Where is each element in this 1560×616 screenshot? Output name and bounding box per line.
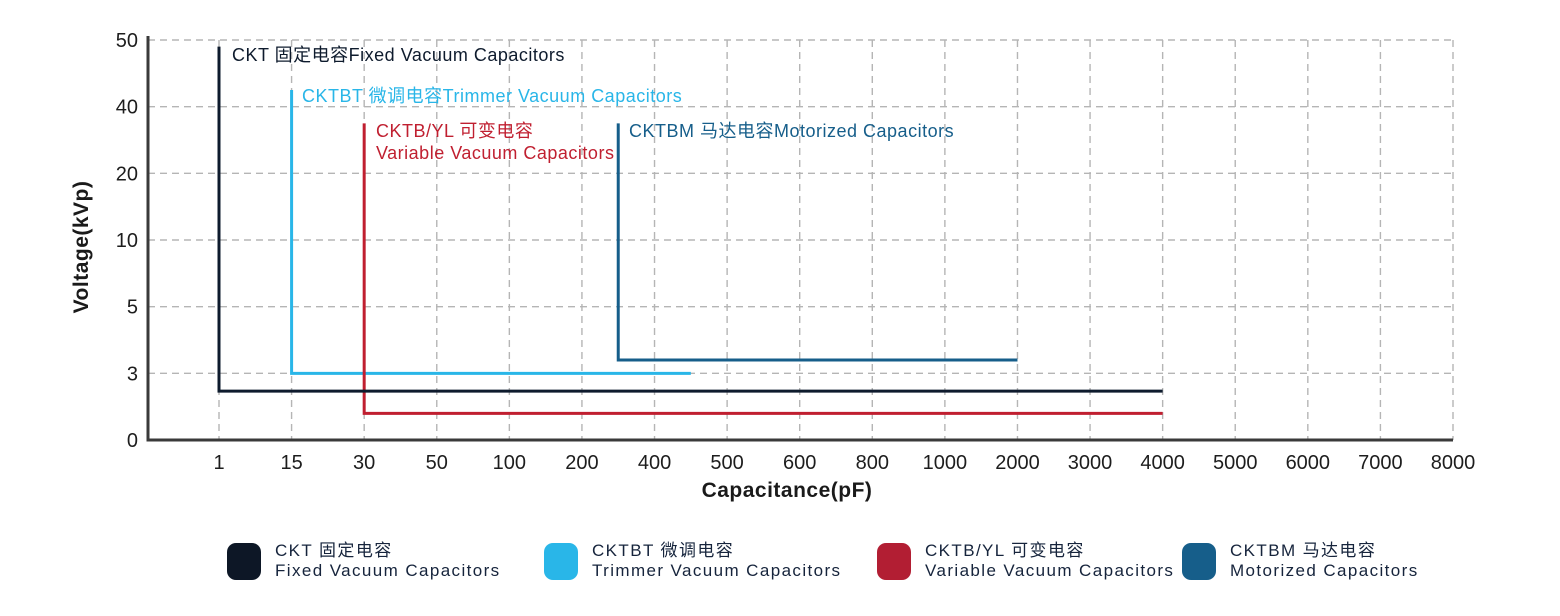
legend-swatch-cktbm: [1182, 543, 1216, 580]
x-tick-label-600: 600: [783, 452, 816, 474]
legend-label-cktbm: CKTBM 马达电容 Motorized Capacitors: [1230, 541, 1419, 581]
annotation-CKTB-YL-line-1: CKTB/YL 可变电容: [376, 121, 533, 141]
legend-label-cktbt: CKTBT 微调电容 Trimmer Vacuum Capacitors: [592, 541, 841, 581]
x-tick-label-200: 200: [565, 452, 598, 474]
y-tick-label-5: 5: [127, 297, 138, 319]
legend: CKT 固定电容 Fixed Vacuum Capacitors CKTBT 微…: [0, 541, 1560, 601]
legend-label-ckt-line2: Fixed Vacuum Capacitors: [275, 561, 501, 580]
x-tick-label-400: 400: [638, 452, 671, 474]
series-line-CKTBM: [616, 123, 1018, 362]
legend-label-cktbt-line1: CKTBT 微调电容: [592, 541, 735, 560]
legend-item-ckt: CKT 固定电容 Fixed Vacuum Capacitors: [227, 541, 501, 581]
y-tick-label-3: 3: [127, 363, 138, 385]
legend-label-cktb-yl-line1: CKTB/YL 可变电容: [925, 541, 1085, 560]
chart-svg: Voltage(kVp) Capacitance(pF) 1 15 30 50 100 2…: [70, 30, 1476, 502]
annotation-CKT-line-1: CKT 固定电容Fixed Vacuum Capacitors: [232, 45, 565, 65]
x-tick-label-2000: 2000: [995, 452, 1040, 474]
y-tick-label-0: 0: [127, 430, 138, 452]
x-tick-label-500: 500: [710, 452, 743, 474]
x-tick-label-8000: 8000: [1431, 452, 1476, 474]
legend-label-cktb-yl-line2: Variable Vacuum Capacitors: [925, 561, 1175, 580]
legend-swatch-cktbt: [544, 543, 578, 580]
annotation-CKTBT-line-1: CKTBT 微调电容Trimmer Vacuum Capacitors: [302, 86, 682, 106]
x-tick-label-1: 1: [213, 452, 224, 474]
y-tick-label-20: 20: [116, 163, 138, 185]
legend-item-cktbm: CKTBM 马达电容 Motorized Capacitors: [1182, 541, 1419, 581]
annotation-CKTB-YL-line-2: Variable Vacuum Capacitors: [376, 143, 614, 163]
y-tick-label-50: 50: [116, 30, 138, 52]
series-line-CKTB-YL: [362, 123, 1163, 415]
legend-label-cktb-yl: CKTB/YL 可变电容 Variable Vacuum Capacitors: [925, 541, 1174, 581]
x-tick-label-800: 800: [856, 452, 889, 474]
x-tick-label-6000: 6000: [1286, 452, 1331, 474]
annotation-CKTBM-line-1: CKTBM 马达电容Motorized Capacitors: [629, 121, 954, 141]
x-tick-label-100: 100: [493, 452, 526, 474]
legend-label-cktbm-line1: CKTBM 马达电容: [1230, 541, 1377, 560]
legend-swatch-ckt: [227, 543, 261, 580]
legend-label-ckt-line1: CKT 固定电容: [275, 541, 393, 560]
x-tick-label-4000: 4000: [1140, 452, 1185, 474]
legend-item-cktb-yl: CKTB/YL 可变电容 Variable Vacuum Capacitors: [877, 541, 1174, 581]
y-tick-label-40: 40: [116, 97, 138, 119]
x-tick-label-5000: 5000: [1213, 452, 1258, 474]
legend-swatch-cktb-yl: [877, 543, 911, 580]
x-tick-label-1000: 1000: [923, 452, 968, 474]
x-tick-label-3000: 3000: [1068, 452, 1113, 474]
x-tick-label-30: 30: [353, 452, 375, 474]
legend-label-cktbm-line2: Motorized Capacitors: [1230, 561, 1419, 580]
series-line-CKTBT: [290, 90, 691, 375]
legend-label-ckt: CKT 固定电容 Fixed Vacuum Capacitors: [275, 541, 501, 581]
legend-item-cktbt: CKTBT 微调电容 Trimmer Vacuum Capacitors: [544, 541, 841, 581]
y-tick-label-10: 10: [116, 230, 138, 252]
legend-label-cktbt-line2: Trimmer Vacuum Capacitors: [592, 561, 842, 580]
x-tick-label-50: 50: [426, 452, 448, 474]
y-axis-title: Voltage(kVp): [70, 181, 93, 314]
x-axis-title: Capacitance(pF): [702, 479, 873, 502]
x-tick-label-7000: 7000: [1358, 452, 1403, 474]
series-line-CKT: [217, 46, 1163, 393]
x-tick-label-15: 15: [280, 452, 302, 474]
